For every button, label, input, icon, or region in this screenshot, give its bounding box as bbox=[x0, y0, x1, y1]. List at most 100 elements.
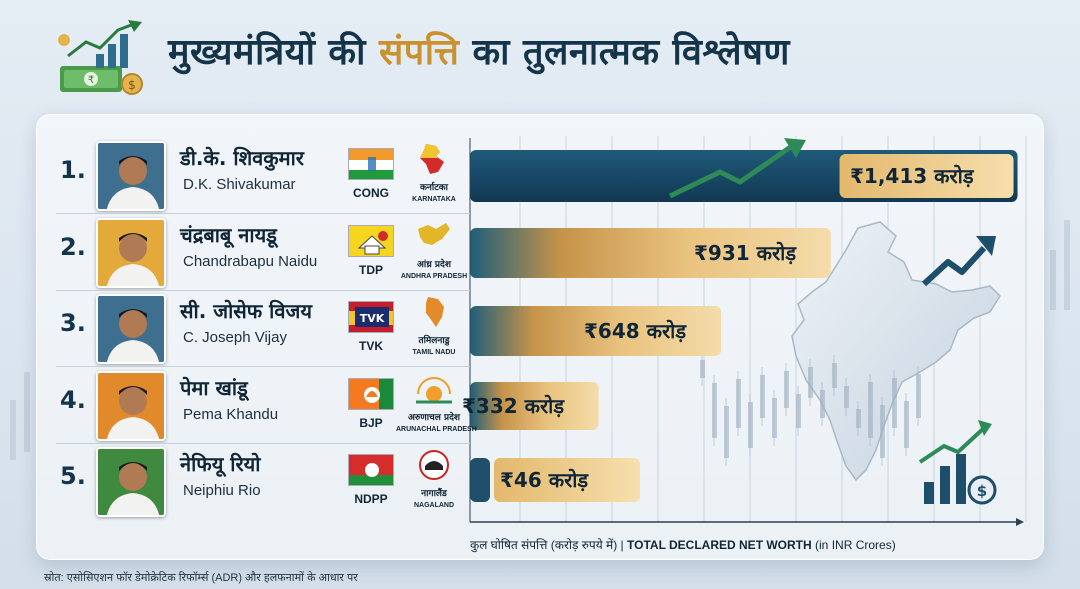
avatar bbox=[96, 371, 166, 441]
x-axis-label-unit: (in INR Crores) bbox=[811, 538, 896, 552]
ranking-row: 2. चंद्रबाबू नायडू Chandrabapu Naidu TDP… bbox=[56, 215, 470, 291]
trend-arrow-head bbox=[784, 138, 806, 158]
page-title: मुख्यमंत्रियों की संपत्ति का तुलनात्मक व… bbox=[168, 26, 790, 75]
svg-text:$: $ bbox=[128, 78, 136, 92]
bar-3 bbox=[470, 306, 722, 356]
person-icon bbox=[98, 143, 164, 209]
candle-body bbox=[736, 379, 741, 428]
candle-body bbox=[868, 382, 873, 438]
state-name-english: TAMIL NADU bbox=[412, 349, 456, 356]
x-axis-arrow-icon bbox=[1016, 518, 1024, 526]
trend-arrow-line bbox=[668, 143, 794, 199]
bars-group bbox=[470, 138, 1018, 502]
candle-body bbox=[700, 360, 705, 378]
state-map-icon bbox=[416, 377, 452, 404]
x-axis-label: कुल घोषित संपत्ति (करोड़ रुपये में) | TO… bbox=[470, 536, 896, 553]
rank-number: 3. bbox=[60, 309, 86, 337]
ranking-row: 1. डी.के. शिवकुमार D.K. Shivakumar CONG … bbox=[56, 138, 470, 214]
candle-body bbox=[856, 409, 861, 428]
candle-body bbox=[892, 378, 897, 428]
candle-body bbox=[832, 363, 837, 388]
bar-value-label: ₹648 करोड़ bbox=[584, 319, 687, 343]
bar-chart-dollar-icon: $ bbox=[918, 420, 997, 505]
svg-text:TVK: TVK bbox=[360, 312, 385, 325]
avatar bbox=[96, 218, 166, 288]
name-english: Pema Khandu bbox=[183, 406, 279, 423]
state-name-english: ARUNACHAL PRADESH bbox=[396, 426, 477, 433]
row-divider bbox=[56, 213, 470, 214]
state-map-icon bbox=[419, 450, 449, 480]
ranking-row: 4. पेमा खांडू Pema Khandu BJP अरुणाचल प्… bbox=[56, 368, 477, 444]
title-text-end: का तुलनात्मक विश्लेषण bbox=[459, 32, 790, 73]
candle-body bbox=[760, 375, 765, 418]
state-name-hindi: अरुणाचल प्रदेश bbox=[407, 413, 461, 423]
rank-number: 4. bbox=[60, 386, 86, 414]
x-axis-label-english: TOTAL DECLARED NET WORTH bbox=[627, 538, 812, 552]
name-hindi: नेफियू रियो bbox=[180, 452, 261, 476]
x-axis-label-separator: | bbox=[617, 538, 628, 552]
party-flag-icon bbox=[348, 225, 394, 257]
state-map-icon bbox=[418, 223, 450, 245]
bar-value-label: ₹931 करोड़ bbox=[694, 241, 797, 265]
bar-value-label: ₹1,413 करोड़ bbox=[850, 164, 974, 188]
name-hindi: सी. जोसेफ विजय bbox=[180, 299, 312, 323]
state-name-english: KARNATAKA bbox=[412, 196, 456, 203]
candle-body bbox=[808, 367, 813, 398]
candle-body bbox=[784, 371, 789, 408]
avatar bbox=[96, 294, 166, 364]
candle-body bbox=[796, 394, 801, 428]
name-english: Chandrabapu Naidu bbox=[183, 253, 318, 270]
name-english: C. Joseph Vijay bbox=[183, 329, 287, 346]
person-icon bbox=[98, 296, 164, 362]
bar-4 bbox=[470, 382, 599, 430]
party-name: TVK bbox=[359, 339, 383, 353]
row-divider bbox=[56, 290, 470, 291]
bar-2 bbox=[470, 228, 831, 278]
party-flag-icon bbox=[348, 378, 394, 410]
growth-arrow-icon bbox=[921, 236, 996, 287]
state-map-icon bbox=[426, 297, 444, 327]
candle-body bbox=[904, 401, 909, 448]
bar-value-label: ₹332 करोड़ bbox=[462, 394, 565, 418]
name-hindi: चंद्रबाबू नायडू bbox=[180, 223, 277, 247]
party-name: NDPP bbox=[354, 492, 388, 506]
header: ₹ $ मुख्यमंत्रियों की संपत्ति का तुलनात्… bbox=[0, 0, 1080, 108]
candle-body bbox=[712, 383, 717, 438]
ranking-row: 5. नेफियू रियो Neiphiu Rio NDPP नागालैंड… bbox=[56, 444, 470, 520]
person-icon bbox=[98, 220, 164, 286]
source-note: स्रोत: एसोसिएशन फॉर डेमोक्रेटिक रिफॉर्म्… bbox=[44, 572, 358, 584]
name-english: Neiphiu Rio bbox=[183, 482, 261, 499]
name-hindi: पेमा खांडू bbox=[180, 376, 248, 400]
avatar bbox=[96, 447, 166, 517]
svg-text:₹: ₹ bbox=[88, 75, 94, 86]
name-english: D.K. Shivakumar bbox=[183, 176, 296, 193]
state-name-hindi: कर्नाटका bbox=[419, 183, 449, 193]
value-pill-5 bbox=[494, 458, 640, 502]
state-name-english: ANDHRA PRADESH bbox=[400, 273, 468, 280]
rank-number: 2. bbox=[60, 233, 86, 261]
party-name: CONG bbox=[353, 186, 389, 200]
bar-5 bbox=[470, 458, 490, 502]
party-name: TDP bbox=[359, 263, 383, 277]
candle-body bbox=[916, 374, 921, 418]
candlestick-decoration bbox=[700, 352, 921, 466]
party-flag-icon: TVK bbox=[348, 301, 394, 333]
state-name-hindi: नागालैंड bbox=[421, 489, 447, 499]
ranking-row: 3. सी. जोसेफ विजय C. Joseph Vijay TVK TV… bbox=[56, 291, 470, 367]
title-text: मुख्यमंत्रियों की bbox=[168, 32, 379, 73]
finance-growth-logo-icon: ₹ $ bbox=[58, 20, 143, 95]
title-accent-text: संपत्ति bbox=[378, 32, 460, 73]
party-flag-icon bbox=[348, 454, 394, 486]
candle-body bbox=[880, 405, 885, 458]
candle-body bbox=[724, 406, 729, 458]
name-hindi: डी.के. शिवकुमार bbox=[180, 146, 304, 170]
rank-number: 1. bbox=[60, 156, 86, 184]
state-name-english: NAGALAND bbox=[413, 502, 455, 509]
candle-body bbox=[844, 386, 849, 408]
state-name-hindi: तमिलनाडु bbox=[418, 336, 450, 346]
candle-body bbox=[820, 390, 825, 418]
row-divider bbox=[56, 366, 470, 367]
state-name-hindi: आंध्र प्रदेश bbox=[417, 260, 451, 270]
candle-body bbox=[772, 398, 777, 438]
